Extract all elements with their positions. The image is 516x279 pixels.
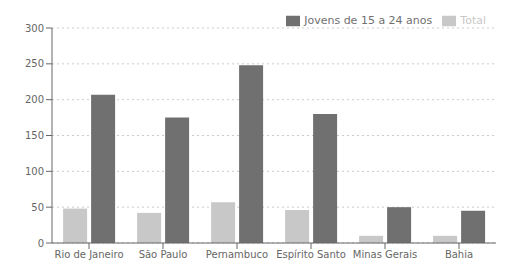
html-text:Jovens de 15 a 24 anos: Jovens de 15 a 24 anos: [304, 14, 433, 27]
svg-text:300: 300: [25, 23, 44, 34]
svg-text:100: 100: [25, 166, 44, 177]
svg-text:200: 200: [25, 94, 44, 105]
svg-text:50: 50: [31, 202, 44, 213]
svg-text:250: 250: [25, 58, 44, 69]
svg-text:Minas Gerais: Minas Gerais: [353, 249, 417, 260]
svg-text:São Paulo: São Paulo: [139, 249, 188, 260]
svg-text:Bahia: Bahia: [445, 249, 473, 260]
svg-text:Rio de Janeiro: Rio de Janeiro: [54, 249, 123, 260]
svg-text:0: 0: [38, 238, 44, 249]
svg-text:150: 150: [25, 130, 44, 141]
svg-text:Pernambuco: Pernambuco: [206, 249, 268, 260]
html-text:Total: Total: [460, 14, 486, 27]
svg-text:Espírito Santo: Espírito Santo: [276, 249, 346, 260]
